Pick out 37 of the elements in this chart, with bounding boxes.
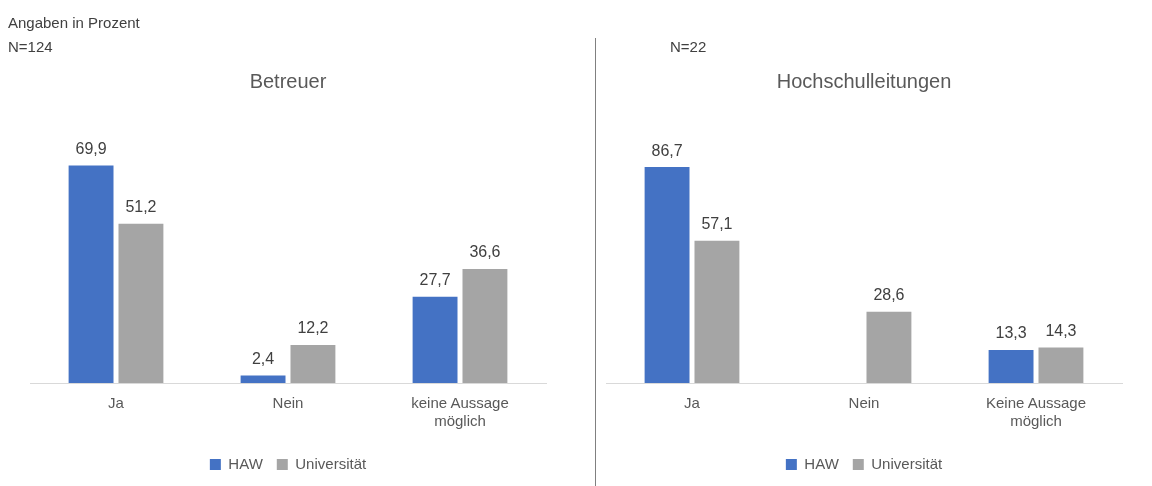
legend-label: Universität <box>871 454 943 472</box>
data-label: 86,7 <box>651 141 683 159</box>
chart-title: Betreuer <box>249 69 327 92</box>
text: N=124 <box>8 38 53 55</box>
bar <box>1038 347 1084 383</box>
bar <box>290 345 336 383</box>
bar <box>68 165 114 383</box>
text: Angaben in Prozent <box>8 14 140 31</box>
data-label: 27,7 <box>419 271 451 289</box>
text: N=22 <box>670 38 707 55</box>
bar <box>240 375 286 383</box>
data-label: 28,6 <box>873 286 905 304</box>
x-tick-label: Nein <box>848 394 880 412</box>
bar <box>866 311 912 383</box>
bar <box>412 296 458 383</box>
data-label: 57,1 <box>701 215 733 233</box>
x-tick-label: Nein <box>272 394 304 412</box>
data-label: 12,2 <box>297 319 329 337</box>
data-label: 13,3 <box>995 324 1027 342</box>
bar <box>694 240 740 383</box>
bar <box>118 223 164 383</box>
data-label: 51,2 <box>125 198 157 216</box>
data-label: 14,3 <box>1045 321 1077 339</box>
bar <box>644 167 690 383</box>
data-label: 2,4 <box>251 349 275 367</box>
x-tick-label: Ja <box>684 394 701 412</box>
legend-label: HAW <box>804 454 840 472</box>
data-label: 69,9 <box>75 139 107 157</box>
legend-label: HAW <box>228 454 264 472</box>
chart-title: Hochschulleitungen <box>776 69 952 92</box>
x-tick-label: Keine Aussage möglich <box>985 394 1087 430</box>
x-tick-label: Ja <box>108 394 125 412</box>
x-tick-label: keine Aussage möglich <box>411 394 509 430</box>
bar <box>462 269 508 383</box>
legend-label: Universität <box>295 454 367 472</box>
bar <box>988 349 1034 383</box>
data-label: 36,6 <box>469 243 501 261</box>
